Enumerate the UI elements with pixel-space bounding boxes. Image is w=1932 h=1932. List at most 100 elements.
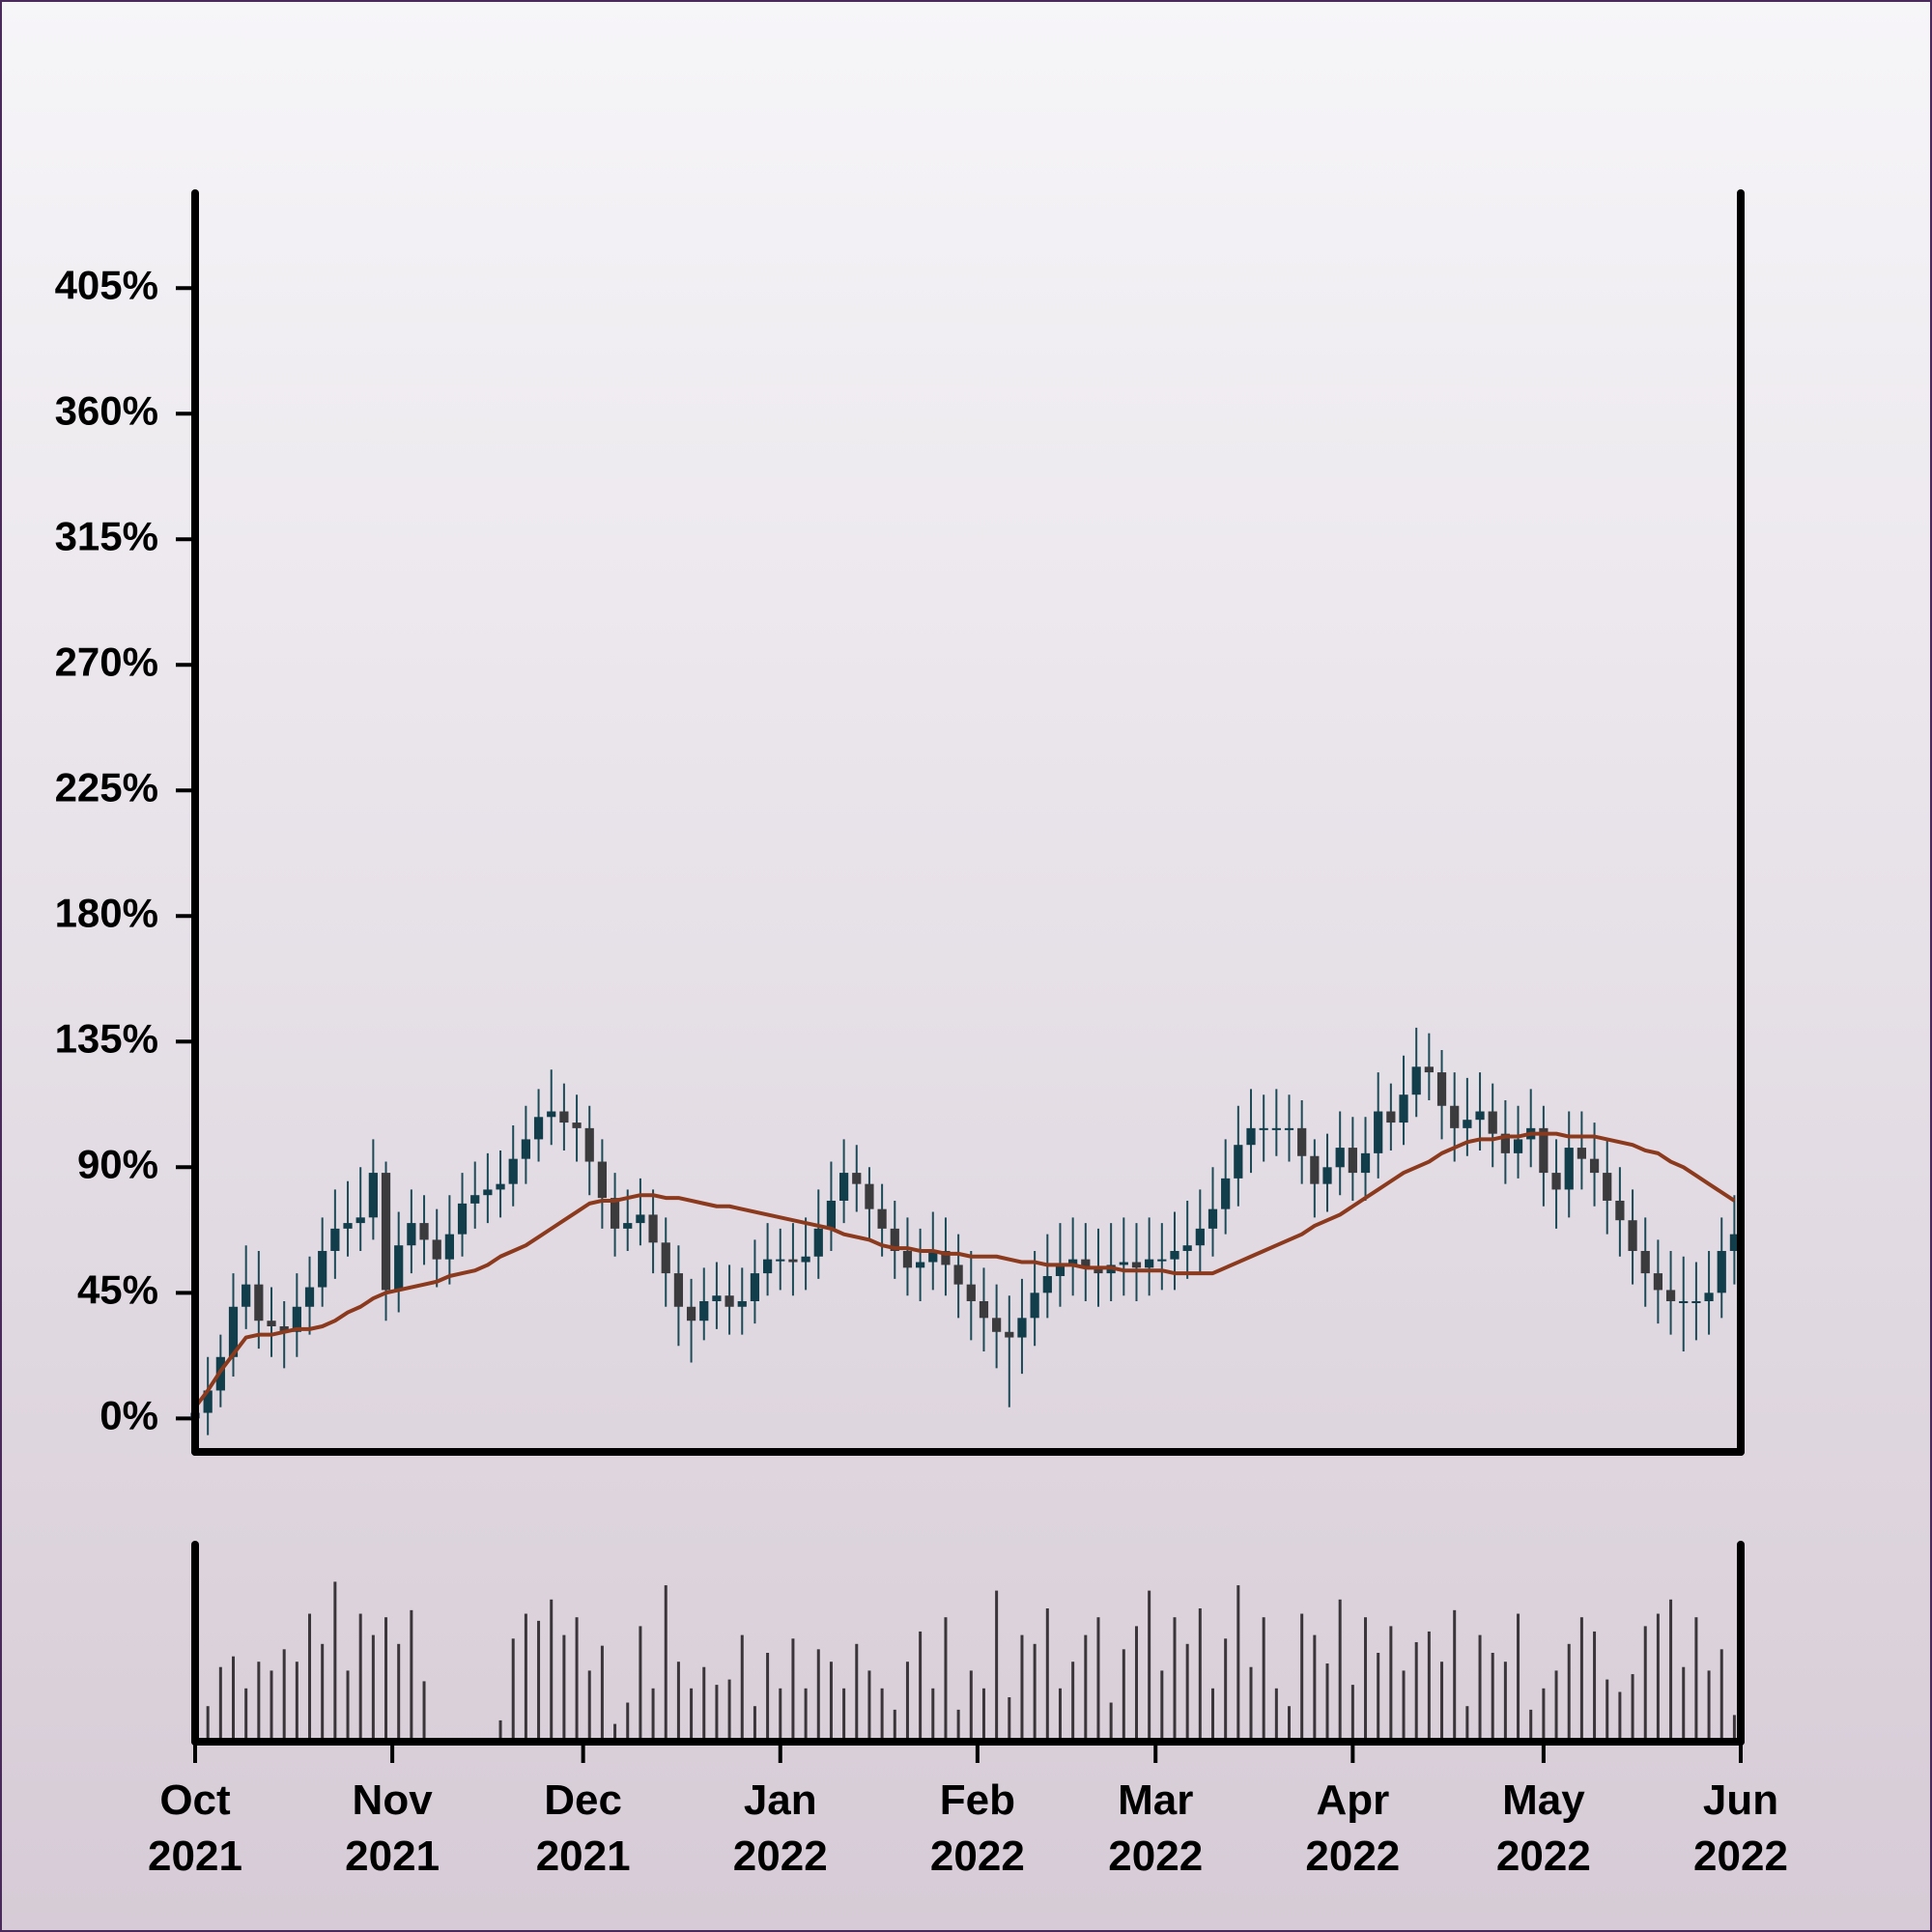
- candle-body: [318, 1250, 327, 1288]
- volume-bar: [1020, 1634, 1024, 1742]
- volume-bar: [511, 1638, 515, 1742]
- volume-bar: [1109, 1702, 1113, 1742]
- candle-body: [1450, 1105, 1460, 1128]
- candle-body: [1246, 1127, 1256, 1146]
- volume-bar: [1402, 1670, 1406, 1742]
- candle-body: [547, 1111, 556, 1118]
- candle-body: [521, 1139, 530, 1159]
- volume-bar: [1262, 1617, 1265, 1742]
- volume-bar: [1084, 1634, 1088, 1742]
- candle-body: [584, 1127, 594, 1162]
- volume-bar: [1618, 1691, 1622, 1742]
- volume-bar: [498, 1719, 502, 1742]
- candle-body: [1411, 1066, 1421, 1095]
- candle-body: [636, 1214, 645, 1224]
- candle-body: [826, 1200, 837, 1229]
- candle-body: [1259, 1127, 1268, 1130]
- volume-bar: [1465, 1706, 1469, 1742]
- candle-body: [242, 1284, 251, 1307]
- y-tick-label: 225%: [55, 764, 158, 810]
- volume-bar: [244, 1688, 248, 1742]
- volume-bar: [715, 1685, 719, 1742]
- volume-bar: [1185, 1643, 1189, 1742]
- volume-bar: [1008, 1697, 1011, 1742]
- y-tick-label: 270%: [55, 639, 158, 684]
- candle-body: [813, 1228, 823, 1257]
- volume-bar: [1071, 1662, 1075, 1742]
- candle-body: [394, 1245, 404, 1291]
- volume-bar: [1631, 1674, 1634, 1742]
- volume-bar: [1732, 1715, 1736, 1742]
- volume-bar: [690, 1688, 694, 1742]
- candle-body: [648, 1214, 658, 1243]
- candle-body: [776, 1259, 785, 1262]
- candle-body: [941, 1250, 951, 1265]
- candle-body: [203, 1390, 213, 1413]
- volume-bar: [1288, 1706, 1292, 1742]
- volume-bar: [639, 1626, 642, 1742]
- volume-bar: [1045, 1608, 1049, 1742]
- volume-bar: [1517, 1613, 1520, 1742]
- volume-bar: [1364, 1617, 1368, 1742]
- volume-bar: [1503, 1662, 1507, 1742]
- candle-body: [673, 1273, 684, 1307]
- volume-bar: [944, 1617, 948, 1742]
- y-tick-label: 315%: [55, 513, 158, 558]
- volume-bar: [1389, 1626, 1393, 1742]
- candle-body: [1322, 1167, 1332, 1184]
- volume-bar: [1148, 1590, 1151, 1742]
- volume-bar: [740, 1634, 744, 1742]
- volume-bar: [397, 1643, 401, 1742]
- candle-body: [699, 1300, 709, 1321]
- candle-body: [343, 1223, 353, 1229]
- volume-bar: [1313, 1634, 1317, 1742]
- moving-average-line: [193, 1131, 1736, 1408]
- candle-body: [1374, 1111, 1383, 1153]
- candle-body: [1030, 1293, 1039, 1319]
- volume-bar: [1593, 1631, 1597, 1742]
- candle-body: [1131, 1262, 1142, 1268]
- candle-body: [1500, 1133, 1510, 1153]
- volume-bar: [333, 1581, 337, 1742]
- candle-body: [330, 1228, 340, 1251]
- volume-bar: [1529, 1709, 1533, 1742]
- candle-body: [1488, 1111, 1497, 1134]
- y-tick-label: 135%: [55, 1015, 158, 1061]
- volume-bar: [1707, 1670, 1711, 1742]
- candle-body: [1628, 1220, 1637, 1251]
- volume-bar: [1274, 1688, 1278, 1742]
- volume-bar: [358, 1613, 362, 1742]
- candle-body: [254, 1284, 264, 1321]
- candle-body: [966, 1284, 976, 1301]
- candle-body: [533, 1117, 544, 1140]
- volume-bar: [295, 1662, 298, 1742]
- candle-body: [267, 1321, 276, 1326]
- volume-bar: [384, 1617, 388, 1742]
- volume-bar: [855, 1643, 859, 1742]
- volume-bar: [1134, 1626, 1138, 1742]
- volume-bar: [1669, 1599, 1673, 1742]
- candle-body: [1603, 1173, 1612, 1201]
- volume-bar: [1058, 1688, 1062, 1742]
- candle-body: [1234, 1145, 1243, 1179]
- candle-body: [865, 1183, 874, 1209]
- volume-bar: [1033, 1643, 1037, 1742]
- volume-bar: [995, 1590, 999, 1742]
- candle-body: [724, 1295, 734, 1307]
- candle-body: [496, 1183, 505, 1190]
- candle-body: [381, 1173, 391, 1291]
- volume-bar: [1160, 1670, 1164, 1742]
- volume-bar: [257, 1662, 261, 1742]
- candle-body: [1475, 1111, 1485, 1121]
- candle-body: [1679, 1300, 1689, 1303]
- volume-bar: [702, 1666, 706, 1742]
- candle-body: [1005, 1331, 1014, 1338]
- candle-body: [1182, 1245, 1192, 1251]
- candle-body: [572, 1122, 582, 1128]
- volume-bar: [1542, 1688, 1546, 1742]
- candle-body: [1615, 1200, 1625, 1221]
- candle-body: [1513, 1139, 1523, 1153]
- volume-bar: [1224, 1638, 1228, 1742]
- candle-body: [1399, 1094, 1408, 1123]
- volume-bar: [1554, 1670, 1558, 1742]
